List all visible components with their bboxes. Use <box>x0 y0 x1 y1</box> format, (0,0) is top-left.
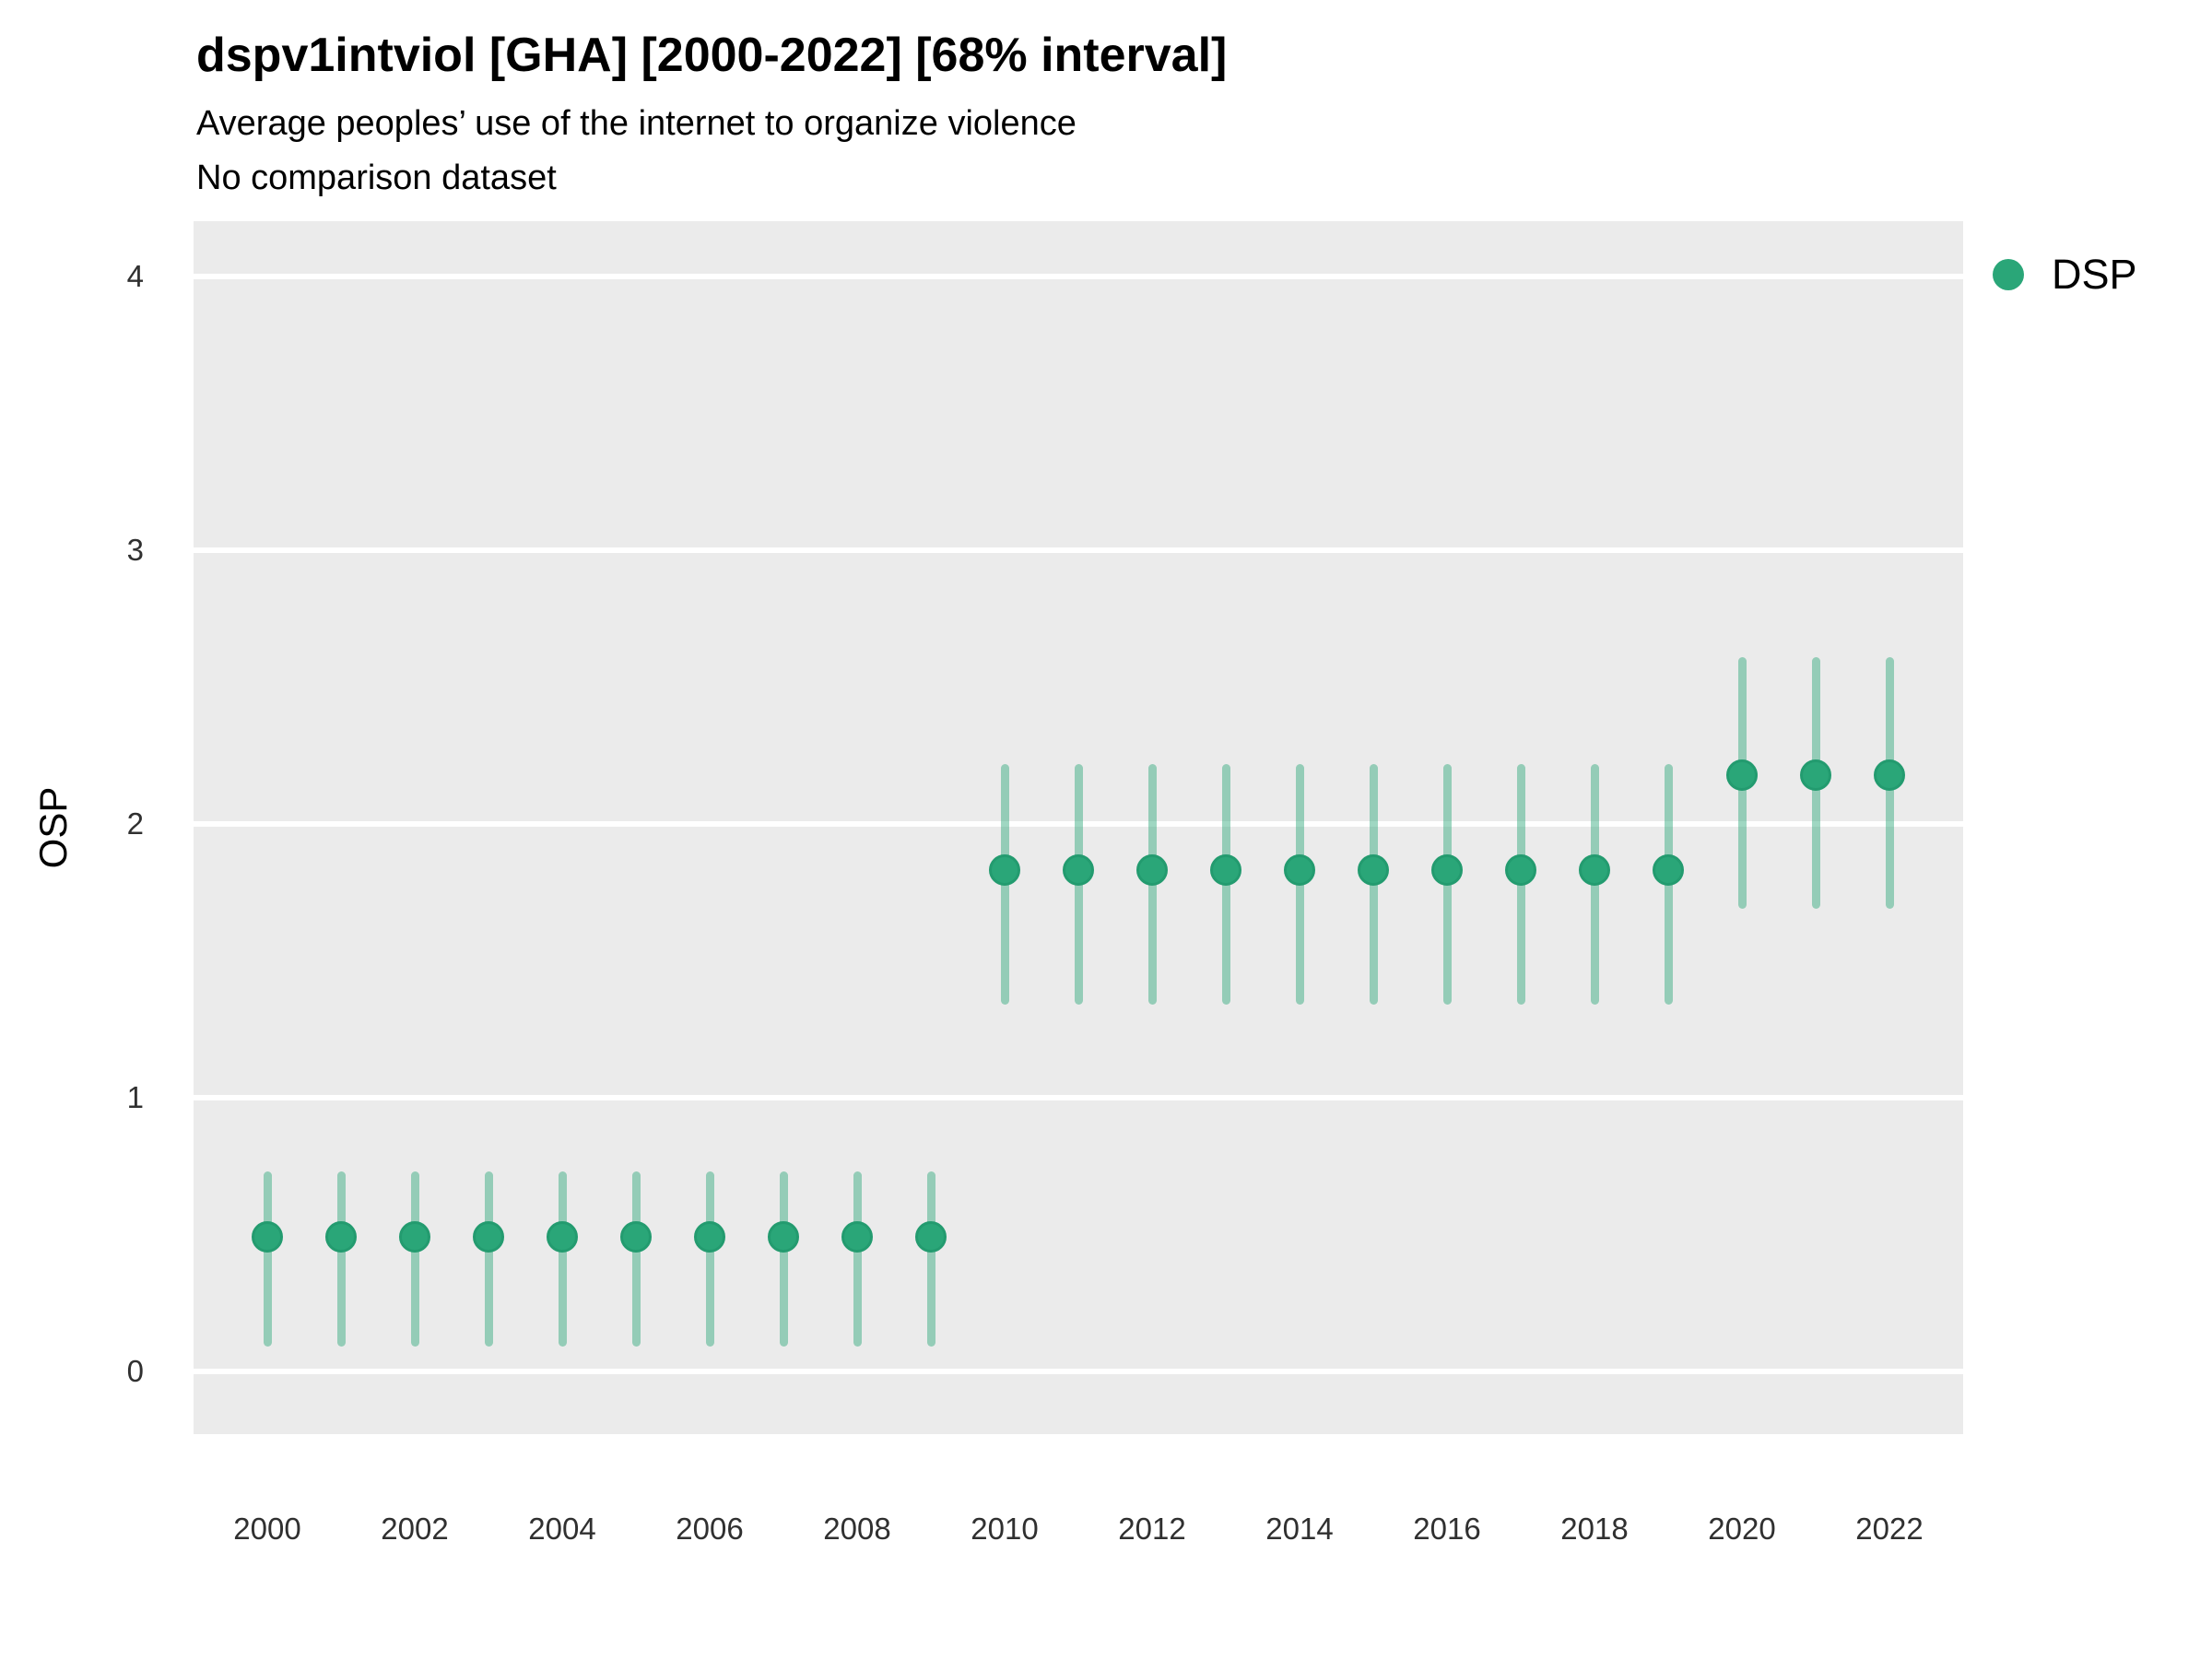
x-tick-label-2012: 2012 <box>1118 1512 1186 1546</box>
interval-line-2008 <box>853 1171 862 1347</box>
data-point-2001 <box>325 1221 357 1253</box>
data-point-2003 <box>473 1221 504 1253</box>
data-point-2008 <box>841 1221 873 1253</box>
x-tick-label-2018: 2018 <box>1560 1512 1629 1546</box>
plot-panel <box>194 221 1963 1434</box>
x-tick-label-2020: 2020 <box>1708 1512 1776 1546</box>
y-tick-label-1: 1 <box>126 1080 144 1114</box>
x-tick-label-2014: 2014 <box>1265 1512 1334 1546</box>
interval-line-2001 <box>336 1171 346 1347</box>
data-point-2012 <box>1136 854 1168 887</box>
data-point-2016 <box>1431 854 1463 887</box>
data-point-2010 <box>989 854 1020 887</box>
interval-line-2007 <box>779 1171 788 1347</box>
data-point-2013 <box>1210 854 1241 887</box>
data-point-2005 <box>620 1221 652 1253</box>
legend-label: DSP <box>2052 251 2137 298</box>
y-tick-label-2: 2 <box>126 806 144 841</box>
interval-line-2004 <box>558 1171 567 1347</box>
interval-line-2003 <box>484 1171 493 1347</box>
gridline-y-3 <box>194 547 1963 553</box>
x-tick-label-2022: 2022 <box>1855 1512 1924 1546</box>
interval-line-2000 <box>263 1171 272 1347</box>
x-tick-label-2002: 2002 <box>381 1512 449 1546</box>
interval-line-2009 <box>926 1171 935 1347</box>
x-tick-label-2010: 2010 <box>971 1512 1039 1546</box>
data-point-2022 <box>1874 759 1905 791</box>
y-tick-label-4: 4 <box>126 259 144 293</box>
data-point-2018 <box>1579 854 1610 887</box>
data-point-2006 <box>694 1221 725 1253</box>
data-point-2021 <box>1800 759 1831 791</box>
chart-title: dspv1intviol [GHA] [2000-2022] [68% inte… <box>196 29 1228 82</box>
legend-circle-icon <box>1993 259 2024 290</box>
data-point-2000 <box>252 1221 283 1253</box>
data-point-2020 <box>1726 759 1758 791</box>
data-point-2019 <box>1653 854 1684 887</box>
data-point-2004 <box>547 1221 578 1253</box>
data-point-2009 <box>915 1221 947 1253</box>
data-point-2002 <box>399 1221 430 1253</box>
legend: DSP <box>1993 251 2137 299</box>
gridline-y-2 <box>194 821 1963 827</box>
data-point-2011 <box>1063 854 1094 887</box>
x-tick-label-2006: 2006 <box>676 1512 744 1546</box>
x-tick-label-2000: 2000 <box>233 1512 301 1546</box>
interval-line-2005 <box>631 1171 641 1347</box>
y-tick-label-0: 0 <box>126 1354 144 1388</box>
y-tick-label-3: 3 <box>126 533 144 567</box>
x-tick-label-2008: 2008 <box>823 1512 891 1546</box>
data-point-2017 <box>1505 854 1536 887</box>
gridline-y-0 <box>194 1369 1963 1374</box>
interval-line-2002 <box>410 1171 419 1347</box>
x-tick-label-2016: 2016 <box>1413 1512 1481 1546</box>
data-point-2015 <box>1358 854 1389 887</box>
chart-subtitle: Average peoples’ use of the internet to … <box>196 104 1077 143</box>
data-point-2007 <box>768 1221 799 1253</box>
chart-note: No comparison dataset <box>196 159 557 197</box>
gridline-y-1 <box>194 1095 1963 1100</box>
data-point-2014 <box>1284 854 1315 887</box>
x-tick-label-2004: 2004 <box>528 1512 596 1546</box>
interval-line-2006 <box>705 1171 714 1347</box>
gridline-y-4 <box>194 274 1963 279</box>
